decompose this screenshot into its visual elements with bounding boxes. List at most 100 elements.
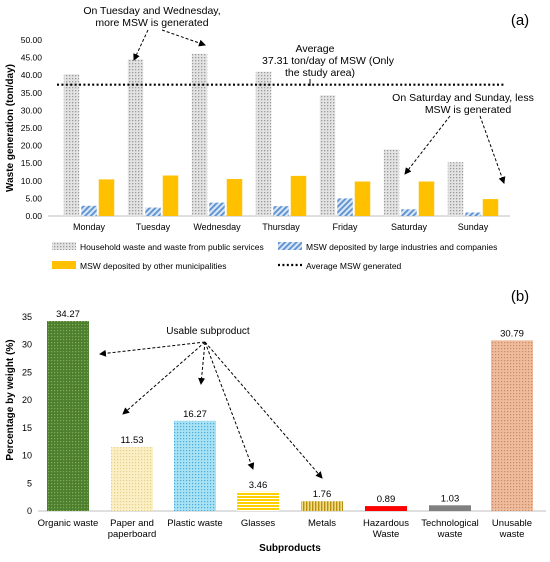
bar-household <box>127 59 144 216</box>
annotation-weekday-top: On Tuesday and Wednesday, <box>83 5 220 17</box>
bar-industries <box>145 207 161 216</box>
panel-b-x-tick-label: waste <box>499 529 525 540</box>
panel-a-y-tick-label: 35.00 <box>21 88 43 98</box>
bar-subproduct <box>365 506 407 511</box>
panel-b-value-label: 3.46 <box>249 480 268 491</box>
panel-b-x-tick-label: Unusable <box>492 518 532 529</box>
legend-swatch-household <box>52 242 76 250</box>
bar-municipalities <box>98 179 115 216</box>
panel-b-x-tick-label: Technological <box>421 518 479 529</box>
bar-municipalities <box>482 199 499 216</box>
panel-b-x-tick-label: Glasses <box>241 518 276 529</box>
bar-household <box>191 53 208 217</box>
panel-a-y-tick-label: 40.00 <box>21 70 43 80</box>
panel-b-label: (b) <box>511 288 529 305</box>
annotation-arrow-tuesday <box>133 29 149 61</box>
bar-subproduct <box>301 501 343 511</box>
bar-industries <box>209 202 225 216</box>
panel-a-label: (a) <box>511 12 529 29</box>
panel-b-y-axis-label: Percentage by weight (%) <box>5 339 16 460</box>
legend-item-municipalities: MSW deposited by other municipalities <box>52 261 226 271</box>
panel-b-y-tick-label: 35 <box>22 312 32 322</box>
panel-a-x-tick-labels: Monday Tuesday Wednesday Thursday Friday Satu… <box>73 222 489 232</box>
panel-b-y-tick-label: 15 <box>22 423 32 433</box>
arrow-to-organic <box>99 341 206 357</box>
panel-b-x-tick-label: waste <box>437 529 463 540</box>
panel-a-y-tick-label: 5.00 <box>25 193 42 203</box>
annotation-average-line1: Average <box>296 43 335 55</box>
bar-industries <box>401 209 417 216</box>
bar-household <box>255 71 272 217</box>
panel-a-y-tick-label: 50.00 <box>21 35 43 45</box>
panel-a-x-tick-label: Thursday <box>262 222 300 232</box>
panel-b-x-axis-label: Subproducts <box>259 543 321 554</box>
panel-a-legend: Household waste and waste from public se… <box>52 242 497 271</box>
bar-municipalities <box>162 175 179 216</box>
bar-subproduct <box>47 321 89 511</box>
panel-b-x-tick-label: Organic waste <box>38 518 99 529</box>
bar-subproduct <box>174 420 216 511</box>
panel-b-x-tick-label: Hazardous <box>363 518 409 529</box>
bar-industries <box>81 205 97 216</box>
bar-municipalities <box>290 175 307 216</box>
annotation-arrow-sunday <box>479 115 506 184</box>
legend-item-industries: MSW deposited by large industries and co… <box>278 242 497 252</box>
bar-household <box>383 149 400 216</box>
bar-municipalities <box>418 181 435 216</box>
panel-a-y-tick-label: 0.00 <box>25 211 42 221</box>
panel-a-y-tick-label: 20.00 <box>21 141 43 151</box>
panel-b-value-label: 16.27 <box>183 409 207 420</box>
panel-b-y-tick-label: 5 <box>27 478 32 488</box>
bar-household <box>63 74 80 216</box>
legend-item-average: Average MSW generated <box>278 261 402 271</box>
bar-industries <box>273 206 289 216</box>
panel-a-x-tick-label: Saturday <box>391 222 428 232</box>
panel-a-x-tick-label: Monday <box>73 222 106 232</box>
bar-subproduct <box>429 505 471 511</box>
panel-b-x-tick-label: Paper and <box>110 518 154 529</box>
panel-a-x-tick-label: Tuesday <box>136 222 171 232</box>
panel-b-x-tick-label: paperboard <box>108 529 157 540</box>
annotation-arrow-wednesday <box>161 29 206 47</box>
legend-label-industries: MSW deposited by large industries and co… <box>306 242 497 252</box>
panel-b-y-tick-label: 0 <box>27 506 32 516</box>
panel-a-y-tick-label: 30.00 <box>21 105 43 115</box>
panel-b: (b) Percentage by weight (%) 0 5 10 15 20 25 3… <box>5 288 546 554</box>
bar-subproduct <box>111 447 153 511</box>
panel-a-y-tick-label: 25.00 <box>21 123 43 133</box>
panel-a-x-tick-label: Wednesday <box>193 222 241 232</box>
panel-a-x-tick-label: Sunday <box>458 222 489 232</box>
panel-a-y-tick-labels: 0.00 5.00 10.00 15.00 20.00 25.00 30.00 35.00 40… <box>21 35 43 221</box>
panel-b-value-label: 11.53 <box>120 435 143 446</box>
annotation-weekend-top: On Saturday and Sunday, less <box>392 92 534 104</box>
legend-label-municipalities: MSW deposited by other municipalities <box>80 261 226 271</box>
panel-a-y-axis-label: Waste generation (ton/day) <box>5 64 16 192</box>
panel-b-value-label: 1.03 <box>441 493 460 504</box>
panel-b-bars <box>47 321 533 511</box>
panel-b-x-tick-label: Plastic waste <box>167 518 222 529</box>
bar-subproduct <box>491 340 533 511</box>
annotation-weekday-bottom: more MSW is generated <box>95 17 208 29</box>
legend-swatch-municipalities <box>52 261 76 269</box>
panel-b-y-tick-labels: 0 5 10 15 20 25 30 35 <box>22 312 32 516</box>
annotation-arrow-saturday <box>404 115 451 175</box>
annotation-usable-subproduct: Usable subproduct <box>166 326 250 337</box>
panel-b-value-label: 1.76 <box>313 489 332 500</box>
panel-a-x-tick-label: Friday <box>332 222 358 232</box>
panel-b-value-label: 0.89 <box>377 494 396 505</box>
bar-household <box>447 162 464 216</box>
panel-b-y-tick-label: 10 <box>22 451 32 461</box>
bar-municipalities <box>354 181 371 216</box>
bar-municipalities <box>226 179 243 216</box>
panel-b-y-tick-label: 20 <box>22 395 32 405</box>
annotation-average-line2: 37.31 ton/day of MSW (Only <box>262 55 395 67</box>
panel-a: (a) Waste generation (ton/day) 0.00 5.00 1… <box>5 5 534 271</box>
annotation-weekend-bottom: MSW is generated <box>425 104 512 116</box>
panel-a-y-tick-label: 45.00 <box>21 53 43 63</box>
panel-a-y-tick-label: 15.00 <box>21 158 43 168</box>
panel-b-value-labels: 34.27 11.53 16.27 3.46 1.76 0.89 1.03 30.79 <box>56 309 524 505</box>
legend-label-average: Average MSW generated <box>306 261 402 271</box>
bar-industries <box>465 212 481 216</box>
